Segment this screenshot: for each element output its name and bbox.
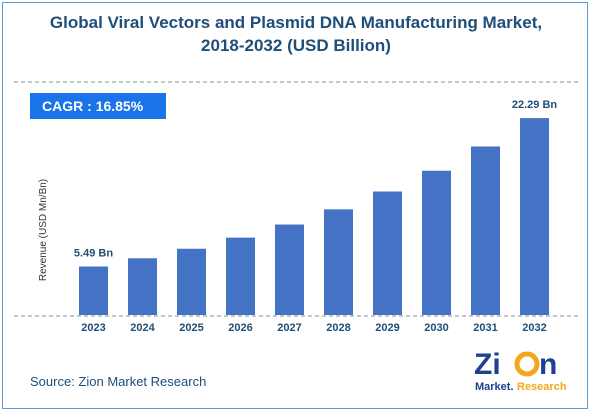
x-tick-2030: 2030: [424, 322, 448, 334]
x-tick-labels: 2023 2024 2025 2026 2027 2028 2029 2030 2031 2032: [81, 322, 546, 334]
bar-2028: [324, 209, 353, 315]
cagr-badge: CAGR : 16.85%: [30, 93, 166, 119]
chart-title-line-1: Global Viral Vectors and Plasmid DNA Man…: [49, 13, 543, 32]
x-tick-2025: 2025: [179, 322, 203, 334]
chart-title: Global Viral Vectors and Plasmid DNA Man…: [3, 11, 589, 57]
bar-2024: [128, 258, 157, 315]
data-label-2032: 22.29 Bn: [512, 99, 558, 111]
bar-2027: [275, 224, 304, 315]
svg-text:n: n: [539, 348, 557, 381]
x-tick-2023: 2023: [81, 322, 105, 334]
x-tick-2031: 2031: [473, 322, 497, 334]
bar-2023: [79, 266, 108, 315]
data-label-2023: 5.49 Bn: [74, 248, 113, 260]
svg-text:Zi: Zi: [474, 348, 501, 381]
bar-2026: [226, 237, 255, 315]
zion-logo-icon: Zi n Market. Research: [474, 348, 567, 393]
source-text: Source: Zion Market Research: [30, 374, 207, 389]
bar-2025: [177, 248, 206, 315]
x-tick-2027: 2027: [277, 322, 301, 334]
chart-title-line-2: 2018-2032 (USD Billion): [201, 36, 391, 55]
data-labels: 5.49 Bn 22.29 Bn: [74, 99, 557, 259]
bar-2030: [422, 170, 451, 315]
x-tick-2024: 2024: [130, 322, 155, 334]
x-tick-2029: 2029: [375, 322, 399, 334]
bar-2031: [471, 146, 500, 315]
svg-text:Market.: Market.: [475, 381, 514, 393]
bar-2029: [373, 191, 402, 315]
bar-2032: [520, 118, 549, 315]
bars-group: [79, 118, 549, 315]
x-tick-2028: 2028: [326, 322, 350, 334]
svg-text:Research: Research: [517, 381, 567, 393]
x-tick-2026: 2026: [228, 322, 252, 334]
y-axis-label: Revenue (USD Mn/Bn): [38, 179, 49, 281]
x-tick-2032: 2032: [522, 322, 546, 334]
